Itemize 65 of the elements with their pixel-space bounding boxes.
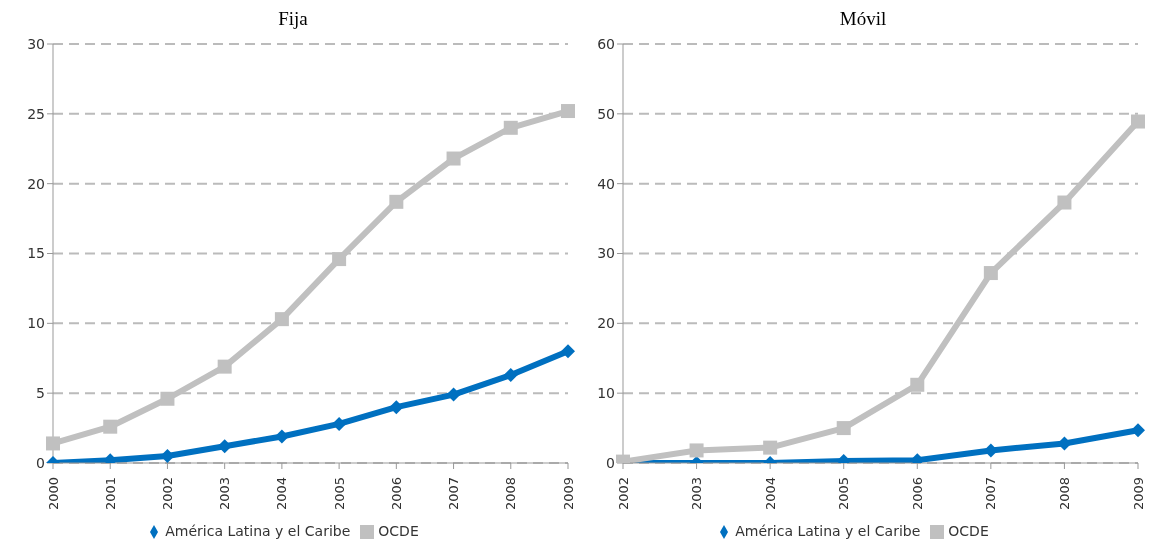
- y-tick-label: 50: [597, 105, 615, 122]
- y-tick-label: 20: [27, 175, 45, 192]
- legend-label: OCDE: [948, 523, 989, 539]
- point: [217, 439, 232, 454]
- y-tick-label: 10: [597, 385, 615, 402]
- x-tick-label: 2005: [331, 477, 347, 511]
- point: [446, 151, 461, 166]
- point: [1131, 423, 1145, 438]
- x-tick-label: 2008: [1056, 477, 1072, 511]
- y-tick-label: 30: [27, 35, 45, 52]
- point: [503, 368, 518, 383]
- y-tick-label: 15: [27, 245, 45, 262]
- y-tick-label: 60: [597, 35, 615, 52]
- x-tick-label: 2003: [689, 477, 705, 511]
- y-tick-label: 0: [606, 454, 615, 471]
- x-tick-label: 2002: [615, 477, 631, 511]
- point: [160, 449, 175, 463]
- x-tick-label: 2000: [45, 477, 61, 511]
- x-tick-label: 2002: [159, 477, 175, 511]
- x-tick-label: 2009: [560, 477, 576, 511]
- x-tick-label: 2006: [909, 477, 925, 511]
- x-tick-label: 2005: [836, 477, 852, 511]
- y-tick-label: 0: [36, 454, 45, 471]
- point: [332, 252, 347, 267]
- y-tick-label: 10: [27, 315, 45, 332]
- point: [46, 436, 60, 451]
- point: [503, 120, 518, 135]
- x-tick-label: 2007: [446, 477, 462, 511]
- x-tick-label: 2003: [217, 477, 233, 511]
- point: [689, 443, 704, 458]
- point: [389, 400, 404, 415]
- y-tick-label: 40: [597, 175, 615, 192]
- point: [561, 104, 575, 119]
- point: [1131, 114, 1145, 129]
- point: [160, 391, 175, 406]
- chart-title: Fija: [277, 8, 309, 31]
- point: [103, 419, 118, 434]
- x-tick-label: 2007: [983, 477, 999, 511]
- x-tick-label: 2001: [102, 477, 118, 511]
- point: [836, 421, 851, 436]
- x-tick-label: 2009: [1130, 477, 1146, 511]
- y-tick-label: 25: [27, 105, 45, 122]
- point: [561, 344, 575, 359]
- point: [389, 194, 404, 209]
- legend-label: América Latina y el Caribe: [735, 523, 921, 539]
- point: [983, 266, 998, 281]
- point: [763, 440, 778, 455]
- legend-label: América Latina y el Caribe: [165, 523, 351, 539]
- point: [274, 429, 289, 444]
- y-tick-label: 5: [36, 385, 45, 402]
- legend-label: OCDE: [378, 523, 419, 539]
- point: [274, 312, 289, 327]
- point: [217, 359, 232, 374]
- y-tick-label: 30: [597, 245, 615, 262]
- point: [1057, 195, 1072, 210]
- point: [446, 387, 461, 402]
- point: [910, 377, 925, 392]
- x-tick-label: 2008: [503, 477, 519, 511]
- chart-title: Móvil: [838, 8, 888, 31]
- x-tick-label: 2006: [388, 477, 404, 511]
- x-tick-label: 2004: [274, 477, 290, 511]
- point: [332, 416, 347, 431]
- x-tick-label: 2004: [762, 477, 778, 511]
- point: [983, 443, 998, 458]
- y-tick-label: 20: [597, 315, 615, 332]
